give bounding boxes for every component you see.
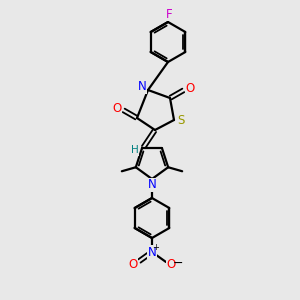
Text: O: O: [185, 82, 195, 95]
Text: O: O: [167, 259, 176, 272]
Text: +: +: [153, 244, 159, 253]
Text: N: N: [148, 245, 156, 259]
Text: S: S: [177, 113, 185, 127]
Text: O: O: [112, 103, 122, 116]
Text: H: H: [131, 145, 139, 155]
Text: N: N: [148, 178, 156, 191]
Text: F: F: [166, 8, 172, 20]
Text: N: N: [138, 80, 146, 94]
Text: O: O: [128, 259, 138, 272]
Text: −: −: [173, 256, 183, 269]
